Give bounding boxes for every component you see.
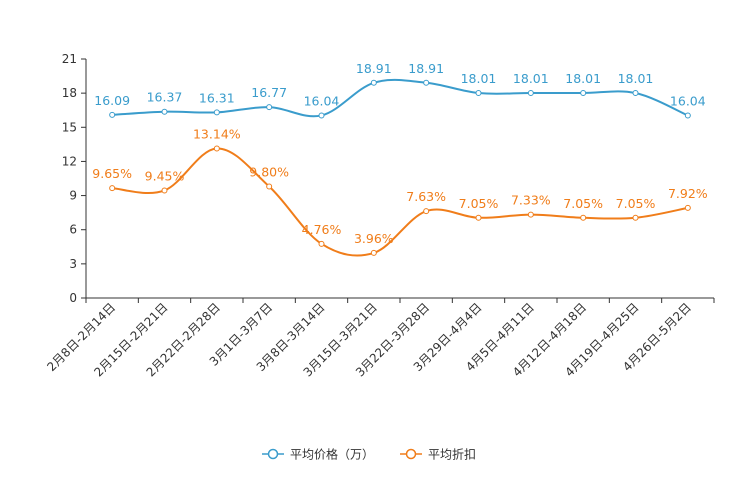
series-2: 9.65% 9.45% 13.14% 9.80% 4.76% 3.96% 7.63% 7.05… (92, 126, 708, 257)
y-tick-label: 15 (62, 120, 77, 134)
data-label: 18.01 (461, 71, 497, 86)
data-label: 7.05% (459, 196, 499, 211)
series-layer: 16.09 16.37 16.31 16.77 16.04 18.91 18.91 18.01… (92, 61, 708, 257)
data-label: 16.37 (147, 90, 183, 105)
data-point[interactable] (423, 79, 430, 86)
y-tick-label: 21 (62, 52, 77, 66)
data-label: 18.91 (356, 61, 392, 76)
data-label: 7.05% (616, 196, 656, 211)
data-label: 4.76% (302, 222, 342, 237)
data-label: 9.80% (249, 164, 289, 179)
data-point[interactable] (109, 111, 116, 118)
data-label: 16.04 (304, 93, 340, 108)
data-label: 16.09 (94, 93, 130, 108)
x-axis: 2月8日-2月14日2月15日-2月21日2月22日-2月28日3月1日-3月7… (44, 297, 715, 380)
data-point[interactable] (318, 240, 325, 247)
data-label: 9.45% (145, 168, 185, 183)
data-point[interactable] (266, 183, 273, 190)
data-point[interactable] (370, 79, 377, 86)
series-1: 16.09 16.37 16.31 16.77 16.04 18.91 18.91 18.01… (94, 61, 706, 119)
y-tick-label: 9 (69, 189, 77, 203)
data-point[interactable] (109, 185, 116, 192)
data-point[interactable] (475, 214, 482, 221)
data-point[interactable] (423, 208, 430, 215)
data-point[interactable] (318, 112, 325, 119)
data-point[interactable] (370, 249, 377, 256)
data-label: 18.01 (565, 71, 601, 86)
data-point[interactable] (161, 108, 168, 115)
series-line (112, 78, 689, 118)
data-point[interactable] (527, 211, 534, 218)
data-point[interactable] (266, 104, 273, 111)
data-point[interactable] (580, 90, 587, 97)
data-point[interactable] (684, 204, 691, 211)
data-label: 16.77 (251, 85, 287, 100)
data-label: 18.91 (408, 61, 444, 76)
data-label: 3.96% (354, 231, 394, 246)
y-tick-label: 3 (69, 257, 77, 271)
legend-item-1[interactable]: 平均价格（万） (262, 447, 374, 462)
data-label: 16.04 (670, 93, 706, 108)
legend-label: 平均折扣 (428, 447, 476, 462)
y-tick-label: 18 (62, 86, 77, 100)
data-point[interactable] (580, 214, 587, 221)
data-label: 18.01 (513, 71, 549, 86)
data-point[interactable] (213, 109, 220, 116)
data-label: 7.63% (406, 189, 446, 204)
data-point[interactable] (684, 112, 691, 119)
data-point[interactable] (632, 90, 639, 97)
y-tick-label: 6 (69, 223, 77, 237)
data-label: 18.01 (618, 71, 654, 86)
y-axis: 0 3 6 9 12 15 18 21 (62, 52, 87, 305)
data-point[interactable] (527, 90, 534, 97)
data-label: 13.14% (193, 126, 241, 141)
data-label: 16.31 (199, 90, 235, 105)
legend-marker-icon (405, 448, 417, 460)
data-point[interactable] (632, 214, 639, 221)
legend-marker-icon (267, 448, 279, 460)
legend: 平均价格（万） 平均折扣 (262, 447, 476, 462)
legend-label: 平均价格（万） (290, 447, 374, 462)
data-point[interactable] (475, 90, 482, 97)
data-label: 7.33% (511, 193, 551, 208)
data-label: 9.65% (92, 166, 132, 181)
data-point[interactable] (213, 145, 220, 152)
y-tick-label: 12 (62, 154, 77, 168)
y-tick-label: 0 (69, 291, 77, 305)
legend-item-2[interactable]: 平均折扣 (400, 447, 476, 462)
data-point[interactable] (161, 187, 168, 194)
data-label: 7.05% (563, 196, 603, 211)
data-label: 7.92% (668, 186, 708, 201)
